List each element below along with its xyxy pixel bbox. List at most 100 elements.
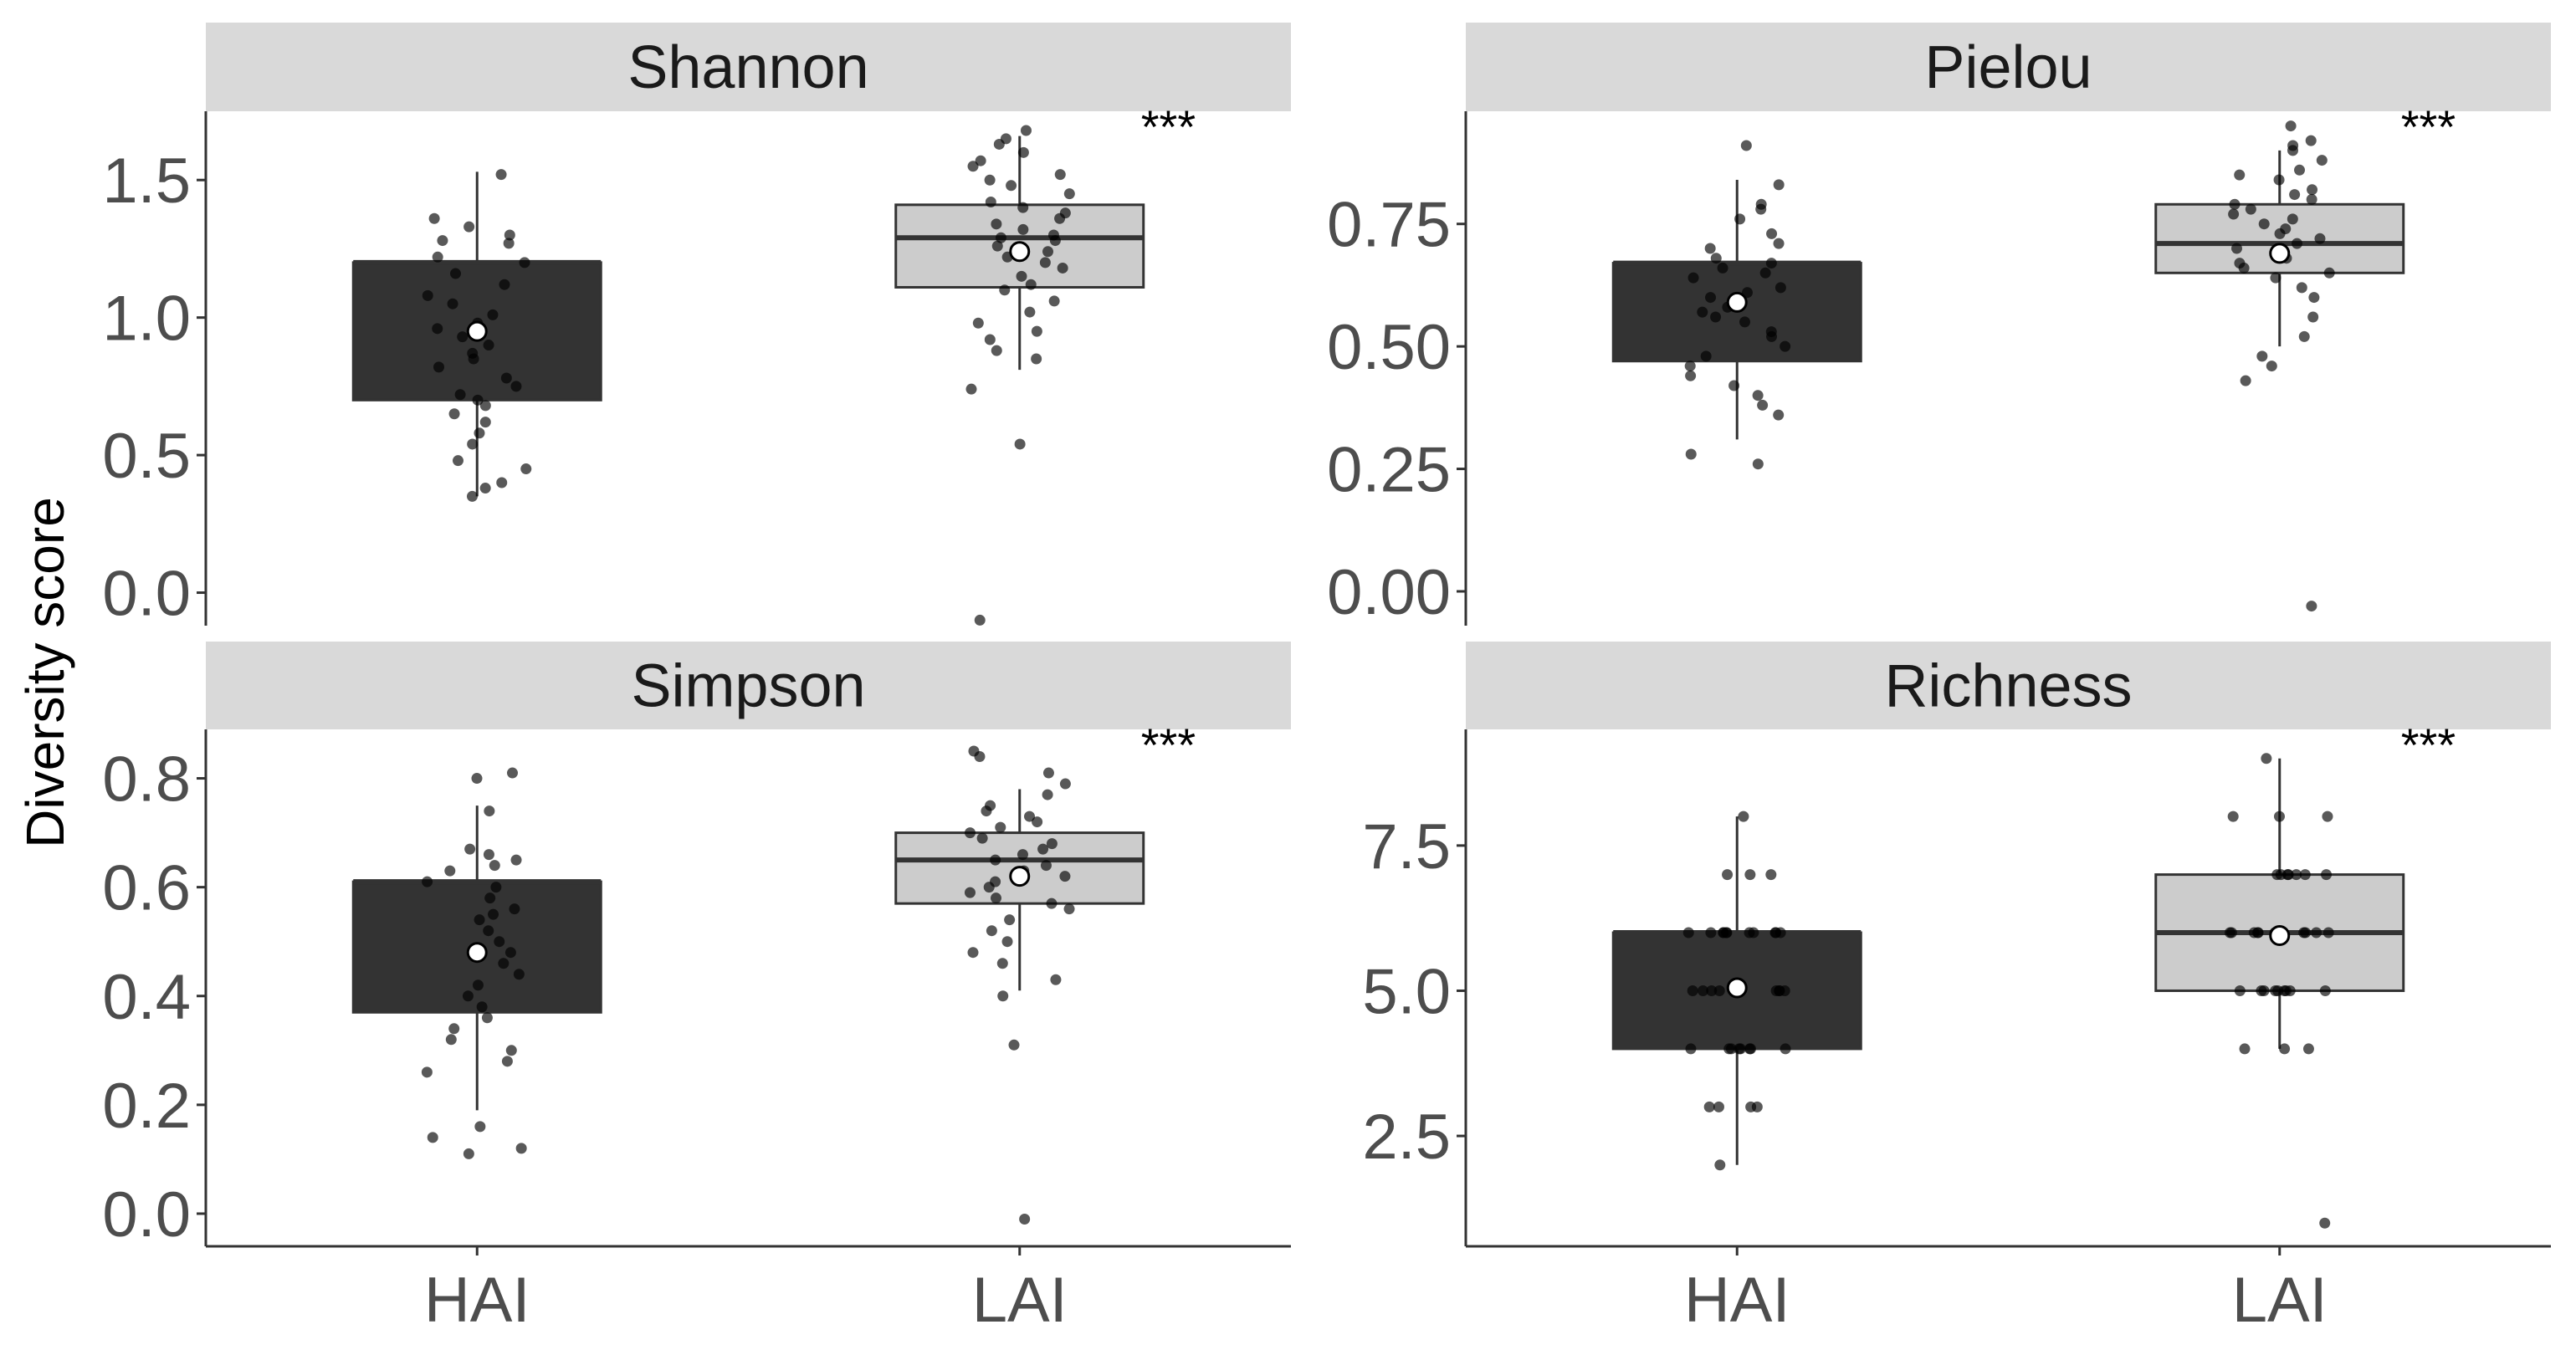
data-point: [974, 614, 986, 626]
data-point: [1697, 306, 1708, 318]
y-tick-label: 7.5: [1362, 811, 1451, 882]
data-point: [1684, 361, 1696, 372]
facet-strip: [206, 642, 1291, 729]
data-point: [2298, 927, 2310, 938]
data-point: [1006, 180, 1017, 192]
y-tick-label: 0.6: [102, 853, 191, 924]
data-point: [2287, 145, 2298, 156]
data-point: [2323, 267, 2335, 279]
data-point: [481, 1012, 493, 1024]
data-point: [2234, 169, 2246, 181]
data-point: [468, 353, 479, 365]
x-tick-label: HAI: [1684, 1265, 1790, 1336]
data-point: [519, 257, 530, 268]
data-point: [985, 197, 996, 208]
panel-shannon: Shannon 0.0 0.5 1.0 1.5 ***: [102, 23, 1291, 630]
panel-simpson: Simpson 0.0 0.2 0.4 0.6 0.8 *** HAI LAI: [102, 642, 1291, 1336]
data-point: [1780, 340, 1791, 352]
data-point: [2266, 361, 2277, 372]
data-point: [1710, 253, 1722, 264]
data-point: [1740, 140, 1752, 151]
data-point: [2284, 984, 2296, 996]
y-tick-label: 0.50: [1327, 312, 1451, 383]
data-point: [1775, 282, 1786, 294]
data-point: [1019, 1213, 1031, 1225]
data-point: [1700, 350, 1712, 362]
data-point: [2256, 350, 2268, 362]
data-point: [2322, 811, 2333, 822]
data-point: [1728, 380, 1740, 391]
data-point: [474, 427, 485, 439]
data-point: [1046, 838, 1058, 850]
data-point: [1722, 869, 1734, 881]
data-point: [1037, 843, 1049, 855]
data-point: [2230, 243, 2242, 254]
data-point: [1685, 1043, 1697, 1055]
data-point: [1687, 272, 1699, 284]
data-point: [995, 232, 1006, 243]
data-point: [1042, 789, 1053, 800]
facet-title: Simpson: [631, 653, 865, 720]
data-point: [432, 323, 443, 335]
data-point: [1766, 330, 1778, 342]
data-point: [2229, 198, 2241, 210]
data-point: [2308, 292, 2320, 304]
data-point: [1059, 871, 1071, 882]
data-point: [2234, 984, 2246, 996]
facet-title: Richness: [1884, 653, 2132, 720]
data-point: [1685, 448, 1697, 460]
data-point: [467, 438, 479, 450]
data-point: [463, 1148, 474, 1159]
data-point: [509, 903, 520, 915]
data-point: [472, 394, 484, 406]
data-point: [2319, 1217, 2331, 1229]
data-point: [421, 1066, 433, 1078]
data-point: [1001, 936, 1013, 948]
data-point: [2306, 193, 2317, 205]
data-point: [1024, 306, 1036, 318]
data-point: [488, 908, 499, 920]
data-point: [2311, 927, 2322, 938]
data-point: [457, 331, 469, 343]
data-point: [479, 400, 491, 412]
data-point: [1054, 212, 1066, 224]
data-point: [996, 958, 1008, 969]
data-point: [986, 925, 997, 937]
data-point: [1745, 1101, 1757, 1112]
data-point: [2239, 1043, 2251, 1055]
data-point: [1059, 778, 1071, 790]
mean-point: [2269, 925, 2291, 947]
data-point: [433, 361, 444, 373]
data-point: [2307, 311, 2319, 323]
data-point: [471, 773, 483, 785]
data-point: [447, 298, 458, 309]
mean-point: [2269, 243, 2291, 264]
data-point: [1705, 927, 1717, 938]
y-tick-label: 0.0: [102, 559, 191, 630]
data-point: [515, 1143, 527, 1154]
data-point: [422, 876, 433, 887]
data-point: [2273, 811, 2285, 822]
data-point: [1004, 914, 1016, 926]
data-point: [1713, 1101, 1724, 1112]
y-tick-label: 1.0: [102, 284, 191, 355]
data-point: [2305, 135, 2317, 146]
data-point: [2298, 330, 2310, 342]
facet-title: Shannon: [627, 34, 868, 101]
data-point: [1765, 258, 1777, 269]
data-point: [484, 892, 496, 904]
data-point: [2294, 164, 2306, 176]
data-point: [1039, 257, 1051, 268]
data-point: [2270, 272, 2282, 284]
significance-label: ***: [1141, 719, 1196, 771]
data-point: [503, 238, 515, 249]
facet-title: Pielou: [1924, 34, 2092, 101]
data-point: [510, 381, 522, 392]
data-point: [984, 334, 996, 345]
data-point: [474, 1121, 486, 1133]
data-point: [437, 235, 448, 247]
data-point: [1773, 409, 1785, 421]
data-point: [2316, 155, 2328, 166]
data-point: [964, 887, 976, 898]
